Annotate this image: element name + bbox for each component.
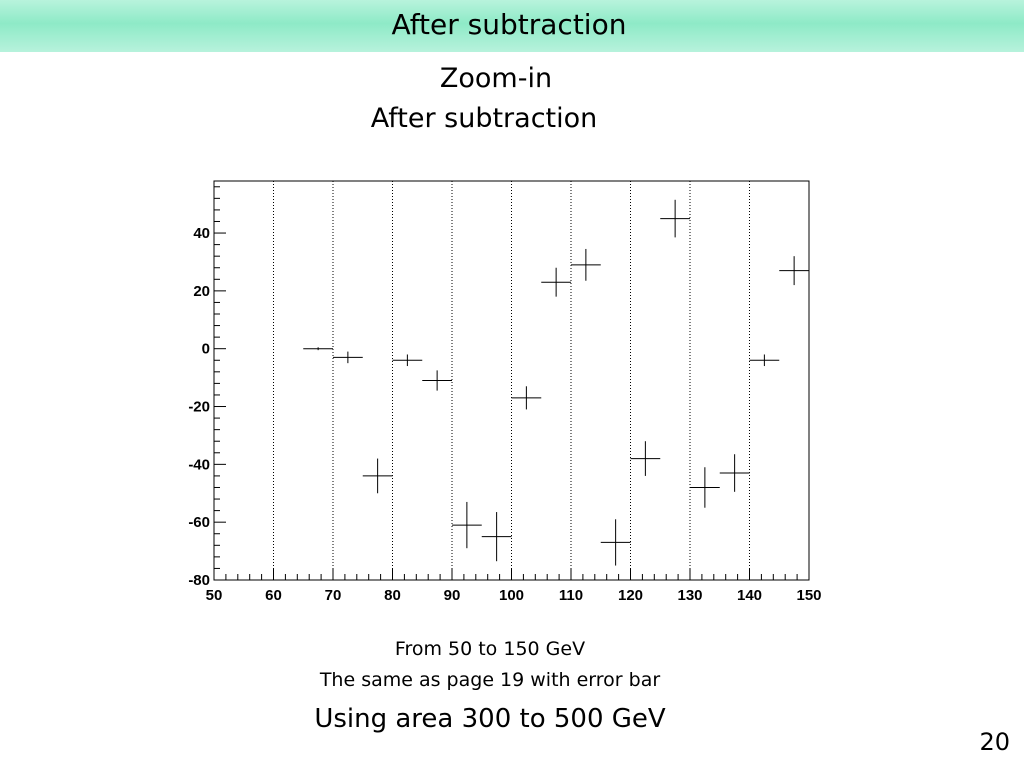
y-tick-label: 40 [193, 225, 210, 242]
data-point [600, 519, 631, 566]
x-tick-label: 50 [206, 587, 223, 604]
data-point [541, 267, 571, 297]
x-tick-label: 110 [559, 587, 583, 604]
page-number: 20 [979, 728, 1010, 756]
y-tick-label: -40 [188, 456, 210, 473]
x-tick-label: 120 [618, 587, 643, 604]
x-tick-label: 70 [325, 587, 342, 604]
data-point [511, 386, 542, 410]
x-tick-label: 60 [265, 587, 282, 604]
scatter-plot: 50 60 70 80 90 100 110 120 130 140 150 -80 -60 -40 -20… [188, 180, 822, 604]
x-tick-label: 80 [384, 587, 401, 604]
data-point [719, 454, 750, 492]
plot-title-line1: Zoom-in [439, 63, 553, 94]
caption-area: Using area 300 to 500 GeV [314, 704, 666, 734]
data-point [571, 248, 601, 281]
x-tick-label: 130 [677, 587, 702, 604]
data-point [481, 512, 512, 562]
title-banner: After subtraction [0, 0, 1024, 52]
data-point [690, 467, 720, 508]
data-point [362, 458, 393, 494]
data-point [779, 256, 809, 286]
y-tick-label: -80 [188, 572, 210, 589]
plot-title-line2: After subtraction [370, 103, 598, 134]
data-point [749, 354, 780, 367]
data-point [303, 347, 333, 351]
caption-note: The same as page 19 with error bar [319, 669, 661, 691]
x-tick-label: 90 [444, 587, 461, 604]
data-point [630, 441, 661, 476]
caption-range: From 50 to 150 GeV [394, 638, 586, 660]
data-point [452, 501, 482, 549]
x-tick-label: 100 [499, 587, 524, 604]
x-tick-label: 140 [737, 587, 762, 604]
data-point [660, 199, 690, 238]
y-tick-label: -20 [188, 399, 210, 416]
y-tick-label: 20 [193, 283, 210, 300]
y-tick-label: -60 [188, 514, 210, 531]
x-tick-label: 150 [796, 587, 821, 604]
data-point [333, 351, 363, 364]
slide-title: After subtraction [391, 8, 627, 41]
data-point [392, 354, 423, 367]
data-point [422, 370, 452, 391]
y-tick-label: 0 [202, 341, 210, 358]
